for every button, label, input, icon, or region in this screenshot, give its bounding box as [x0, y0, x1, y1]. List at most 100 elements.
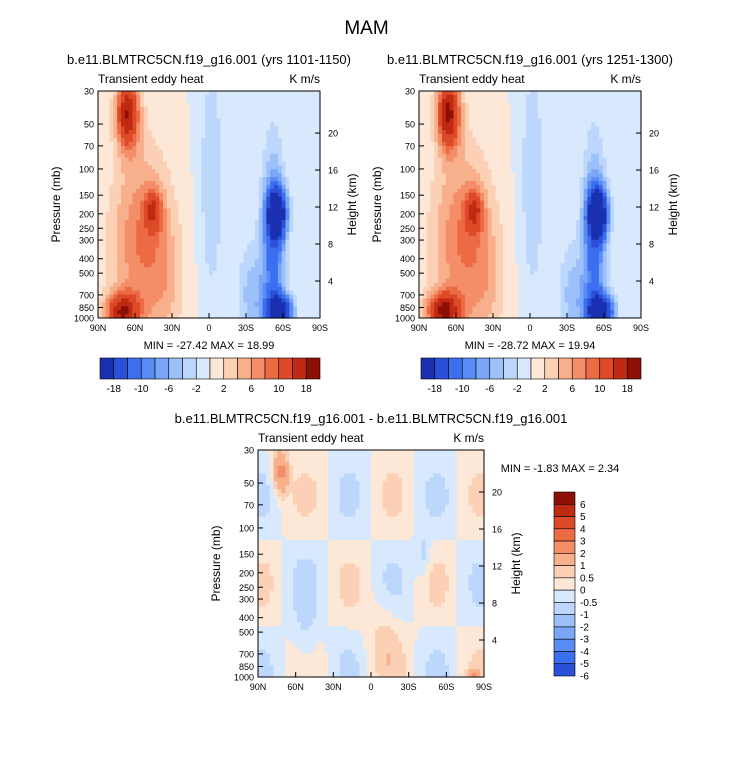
field-cell	[147, 110, 153, 116]
field-cell	[189, 200, 195, 206]
variable-label: Transient eddy heat	[419, 72, 525, 86]
field-cell	[419, 224, 424, 229]
field-cell	[484, 251, 489, 256]
y-tick-label: 300	[79, 236, 94, 246]
field-cell	[449, 216, 455, 221]
field-cell	[247, 204, 252, 210]
field-cell	[101, 192, 107, 198]
field-cell	[316, 259, 321, 264]
field-cell	[468, 177, 474, 182]
field-cell	[189, 204, 195, 210]
field-cell	[166, 251, 172, 256]
field-cell	[499, 149, 504, 155]
field-cell	[143, 91, 149, 96]
field-cell	[174, 290, 179, 296]
field-cell	[235, 110, 241, 116]
field-cell	[224, 188, 229, 194]
field-cell	[247, 94, 252, 100]
field-cell	[98, 298, 103, 303]
field-cell	[438, 286, 443, 292]
field-cell	[163, 196, 168, 202]
field-cell	[277, 243, 283, 249]
field-cell	[231, 141, 237, 147]
field-cell	[258, 196, 264, 202]
field-cell	[243, 102, 248, 108]
field-cell	[159, 145, 164, 151]
field-cell	[182, 134, 187, 139]
field-cell	[254, 298, 260, 303]
field-cell	[300, 302, 306, 307]
field-cell	[304, 149, 310, 155]
field-cell	[270, 118, 275, 123]
field-cell	[166, 294, 172, 300]
field-cell	[316, 208, 321, 213]
field-cell	[186, 247, 191, 253]
field-cell	[216, 271, 222, 276]
field-cell	[316, 134, 321, 139]
field-cell	[457, 94, 462, 100]
field-cell	[247, 263, 252, 268]
field-cell	[510, 306, 516, 311]
field-cell	[304, 243, 310, 249]
field-cell	[503, 145, 508, 151]
field-cell	[120, 259, 126, 264]
field-cell	[468, 141, 474, 147]
field-cell	[151, 149, 157, 155]
field-cell	[277, 286, 283, 292]
field-cell	[419, 137, 424, 143]
field-cell	[518, 302, 523, 307]
field-cell	[174, 145, 179, 151]
field-cell	[491, 192, 497, 198]
field-cell	[510, 118, 516, 123]
field-cell	[453, 208, 458, 213]
field-cell	[426, 204, 432, 210]
field-cell	[101, 216, 107, 221]
field-cell	[293, 181, 298, 186]
field-cell	[422, 274, 428, 280]
field-cell	[120, 94, 126, 100]
field-cell	[105, 126, 111, 131]
field-cell	[468, 251, 474, 256]
field-cell	[453, 200, 458, 206]
field-cell	[457, 106, 462, 112]
field-cell	[98, 134, 103, 139]
field-cell	[495, 239, 500, 245]
field-cell	[426, 286, 432, 292]
field-cell	[113, 247, 118, 253]
field-cell	[216, 243, 222, 249]
field-cell	[270, 306, 275, 311]
field-cell	[193, 294, 199, 300]
field-cell	[472, 274, 478, 280]
field-cell	[140, 251, 145, 256]
field-cell	[239, 165, 245, 170]
field-cell	[277, 169, 283, 174]
field-cell	[189, 114, 195, 119]
field-cell	[422, 173, 428, 178]
field-cell	[239, 263, 245, 268]
field-cell	[476, 216, 481, 221]
field-cell	[468, 149, 474, 155]
field-cell	[212, 263, 218, 268]
field-cell	[289, 177, 294, 182]
field-cell	[243, 161, 248, 166]
field-cell	[201, 98, 206, 104]
field-cell	[209, 153, 214, 159]
field-cell	[480, 110, 485, 116]
field-cell	[464, 118, 470, 123]
field-cell	[117, 153, 122, 159]
field-cell	[209, 267, 214, 272]
field-cell	[503, 126, 508, 131]
field-cell	[178, 184, 183, 190]
field-cell	[186, 149, 191, 155]
field-cell	[518, 204, 523, 210]
field-cell	[166, 200, 172, 206]
field-cell	[441, 118, 447, 123]
field-cell	[132, 134, 137, 139]
field-cell	[197, 94, 202, 100]
field-cell	[201, 118, 206, 123]
field-cell	[457, 290, 462, 296]
field-cell	[243, 255, 248, 260]
field-cell	[262, 122, 268, 127]
field-cell	[293, 118, 298, 123]
field-cell	[434, 196, 439, 202]
